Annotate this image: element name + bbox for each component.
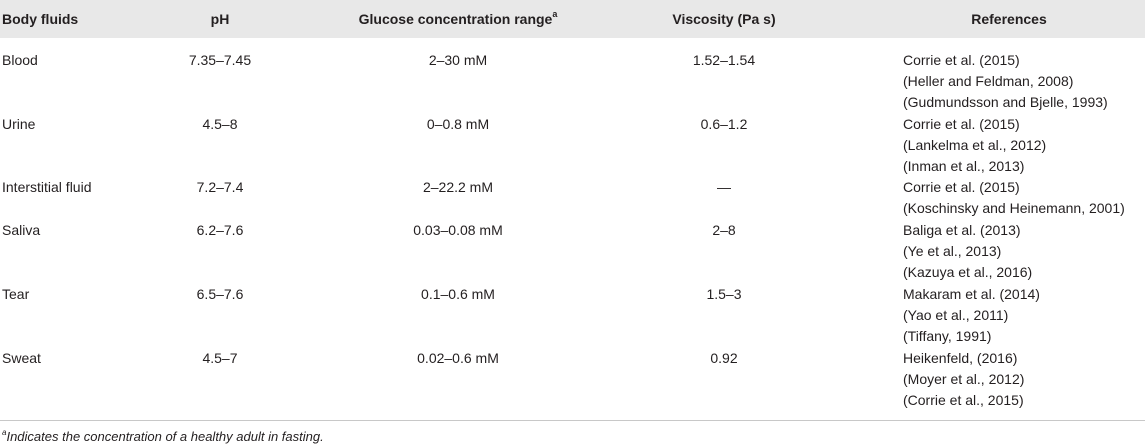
- table-footnote: aIndicates the concentration of a health…: [2, 428, 324, 446]
- row-tear-glucose: 0.1–0.6 mM: [421, 286, 495, 302]
- row-interstitial-glucose: 2–22.2 mM: [422, 179, 494, 195]
- row-blood-ph: 7.35–7.45: [188, 52, 252, 68]
- row-saliva-glucose: 0.03–0.08 mM: [413, 222, 503, 238]
- row-tear-viscosity: 1.5–3: [706, 286, 742, 302]
- header-viscosity: Viscosity (Pa s): [672, 11, 776, 27]
- row-interstitial-ph: 7.2–7.4: [196, 179, 244, 195]
- header-ph: pH: [210, 11, 230, 27]
- row-sweat-viscosity: 0.92: [710, 350, 738, 366]
- reference: (Gudmundsson and Bjelle, 1993): [903, 94, 1108, 110]
- reference: Corrie et al. (2015): [903, 52, 1020, 68]
- header-glucose: Glucose concentration rangea: [349, 9, 567, 29]
- row-sweat-ph: 4.5–7: [202, 350, 238, 366]
- row-urine-ph: 4.5–8: [202, 116, 238, 132]
- reference: (Moyer et al., 2012): [903, 371, 1025, 387]
- reference: (Corrie et al., 2015): [903, 392, 1024, 408]
- reference: Corrie et al. (2015): [903, 179, 1020, 195]
- row-urine-viscosity: 0.6–1.2: [700, 116, 748, 132]
- row-interstitial-references: Corrie et al. (2015) (Koschinsky and Hei…: [903, 177, 1125, 219]
- row-urine-references: Corrie et al. (2015) (Lankelma et al., 2…: [903, 114, 1046, 177]
- row-blood-references: Corrie et al. (2015) (Heller and Feldman…: [903, 50, 1108, 113]
- row-blood-glucose: 2–30 mM: [428, 52, 488, 68]
- row-saliva-viscosity: 2–8: [712, 222, 736, 238]
- reference: Heikenfeld, (2016): [903, 350, 1018, 366]
- row-tear-fluid: Tear: [2, 286, 30, 302]
- reference: (Koschinsky and Heinemann, 2001): [903, 200, 1125, 216]
- row-blood-fluid: Blood: [2, 52, 38, 68]
- row-saliva-ph: 6.2–7.6: [196, 222, 244, 238]
- footnote-marker: a: [2, 427, 7, 437]
- row-saliva-references: Baliga et al. (2013) (Ye et al., 2013) (…: [903, 220, 1032, 283]
- header-glucose-footnote-marker: a: [552, 9, 558, 20]
- reference: (Tiffany, 1991): [903, 328, 992, 344]
- reference: (Heller and Feldman, 2008): [903, 73, 1074, 89]
- row-saliva-fluid: Saliva: [2, 222, 41, 238]
- row-urine-fluid: Urine: [2, 116, 36, 132]
- reference: (Ye et al., 2013): [903, 243, 1002, 259]
- footnote-text: Indicates the concentration of a healthy…: [6, 429, 324, 444]
- row-interstitial-fluid: Interstitial fluid: [2, 179, 92, 195]
- row-sweat-glucose: 0.02–0.6 mM: [417, 350, 499, 366]
- row-tear-ph: 6.5–7.6: [196, 286, 244, 302]
- row-urine-glucose: 0–0.8 mM: [426, 116, 490, 132]
- header-glucose-label: Glucose concentration range: [358, 11, 553, 27]
- row-interstitial-viscosity: —: [717, 179, 731, 195]
- table-bottom-rule: [0, 420, 1145, 421]
- reference: (Inman et al., 2013): [903, 158, 1025, 174]
- row-tear-references: Makaram et al. (2014) (Yao et al., 2011)…: [903, 284, 1040, 347]
- reference: (Yao et al., 2011): [903, 307, 1009, 323]
- row-blood-viscosity: 1.52–1.54: [692, 52, 756, 68]
- row-sweat-fluid: Sweat: [2, 350, 41, 366]
- header-references: References: [971, 11, 1047, 27]
- header-body-fluids: Body fluids: [2, 11, 79, 27]
- table-header-row: [0, 0, 1145, 38]
- reference: (Kazuya et al., 2016): [903, 264, 1033, 280]
- row-sweat-references: Heikenfeld, (2016) (Moyer et al., 2012) …: [903, 348, 1024, 411]
- reference: Baliga et al. (2013): [903, 222, 1021, 238]
- reference: (Lankelma et al., 2012): [903, 137, 1047, 153]
- reference: Makaram et al. (2014): [903, 286, 1040, 302]
- reference: Corrie et al. (2015): [903, 116, 1020, 132]
